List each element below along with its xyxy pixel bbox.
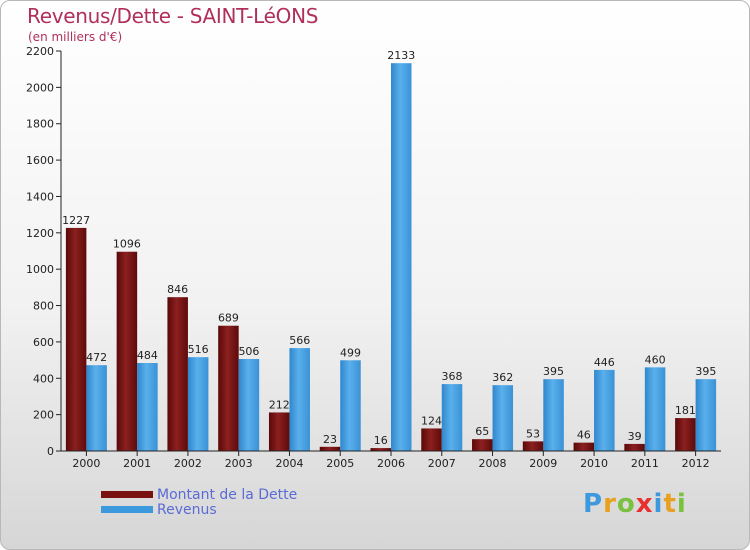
data-label: 212 [269, 398, 290, 411]
bar-revenue [543, 379, 564, 451]
bar-revenue [137, 363, 158, 451]
x-tick-label: 2011 [631, 457, 659, 470]
data-label: 1096 [113, 238, 141, 251]
bar-debt [421, 428, 442, 451]
logo-letter: x [635, 489, 654, 519]
data-label: 124 [421, 414, 442, 427]
x-tick-label: 2006 [377, 457, 405, 470]
data-label: 23 [323, 433, 337, 446]
x-tick-label: 2003 [225, 457, 253, 470]
bar-revenue [86, 365, 107, 451]
bar-revenue [391, 63, 412, 451]
y-tick-label: 0 [47, 445, 54, 458]
data-label: 484 [137, 349, 158, 362]
data-label: 46 [577, 429, 591, 442]
y-tick-label: 1000 [26, 263, 54, 276]
bar-debt [573, 442, 595, 451]
x-tick-label: 2002 [174, 457, 202, 470]
y-tick-label: 1600 [26, 154, 54, 167]
data-label: 689 [218, 312, 239, 325]
data-label: 16 [374, 434, 388, 447]
logo-letter: t [663, 489, 677, 519]
y-tick-label: 2000 [26, 81, 54, 94]
data-label: 2133 [387, 49, 415, 62]
bar-debt [624, 443, 645, 451]
bar-revenue [238, 359, 260, 451]
y-tick-label: 1800 [26, 118, 54, 131]
y-tick-label: 200 [33, 409, 54, 422]
legend-label-revenue: Revenus [157, 501, 217, 518]
legend-swatch-revenue [101, 506, 153, 513]
bar-debt [522, 441, 544, 451]
legend-item-revenue: Revenus [101, 501, 297, 518]
y-tick-label: 400 [33, 372, 54, 385]
data-label: 472 [86, 351, 107, 364]
chart-subtitle: (en milliers d'€) [28, 30, 123, 44]
x-tick-label: 2004 [275, 457, 303, 470]
x-tick-label: 2010 [580, 457, 608, 470]
data-label: 53 [526, 427, 540, 440]
y-tick-label: 1200 [26, 227, 54, 240]
y-tick-label: 800 [33, 300, 54, 313]
data-label: 39 [628, 430, 642, 443]
bar-debt [472, 439, 493, 451]
bar-debt [65, 227, 87, 451]
bar-revenue [492, 385, 514, 451]
bar-debt [675, 418, 696, 451]
bar-debt [167, 297, 188, 451]
logo-letter: r [603, 489, 617, 519]
data-label: 181 [675, 404, 696, 417]
bar-debt [268, 412, 290, 451]
x-tick-label: 2009 [529, 457, 557, 470]
data-label: 846 [167, 283, 188, 296]
data-label: 395 [543, 365, 564, 378]
chart-title: Revenus/Dette - SAINT-LéONS [27, 4, 319, 28]
legend: Montant de la Dette Revenus [101, 486, 298, 518]
bar-revenue [695, 379, 717, 451]
logo-letter: o [616, 489, 636, 519]
x-tick-label: 2005 [326, 457, 354, 470]
data-label: 65 [475, 425, 489, 438]
y-tick-label: 2200 [26, 45, 54, 58]
bar-revenue [289, 348, 310, 451]
y-tick-label: 600 [33, 336, 54, 349]
bar-revenue [441, 384, 463, 451]
proxiti-logo: Proxiti [583, 489, 687, 519]
bar-debt [116, 251, 138, 451]
bar-debt [319, 446, 341, 451]
bar-revenue [644, 367, 666, 451]
logo-letter: i [676, 489, 687, 519]
bar-revenue [187, 357, 209, 451]
data-label: 460 [645, 353, 666, 366]
bar-debt [218, 325, 239, 451]
data-label: 516 [188, 343, 209, 356]
bar-revenue [340, 360, 361, 451]
y-tick-label: 1400 [26, 190, 54, 203]
data-label: 506 [238, 345, 259, 358]
data-label: 446 [594, 356, 615, 369]
data-label: 362 [492, 371, 513, 384]
data-label: 566 [289, 334, 310, 347]
bar-debt [370, 448, 391, 451]
data-label: 1227 [62, 214, 90, 227]
legend-swatch-debt [101, 491, 153, 498]
legend-item-debt: Montant de la Dette [101, 486, 298, 503]
data-label: 499 [340, 346, 361, 359]
bar-revenue [594, 369, 615, 451]
x-tick-label: 2007 [428, 457, 456, 470]
x-tick-label: 2001 [123, 457, 151, 470]
x-tick-label: 2012 [682, 457, 710, 470]
logo-letter: P [583, 489, 604, 519]
legend-label-debt: Montant de la Dette [157, 486, 298, 503]
data-label: 368 [442, 370, 463, 383]
data-label: 395 [695, 365, 716, 378]
x-tick-label: 2000 [72, 457, 100, 470]
x-tick-label: 2008 [479, 457, 507, 470]
logo-letter: i [653, 489, 664, 519]
